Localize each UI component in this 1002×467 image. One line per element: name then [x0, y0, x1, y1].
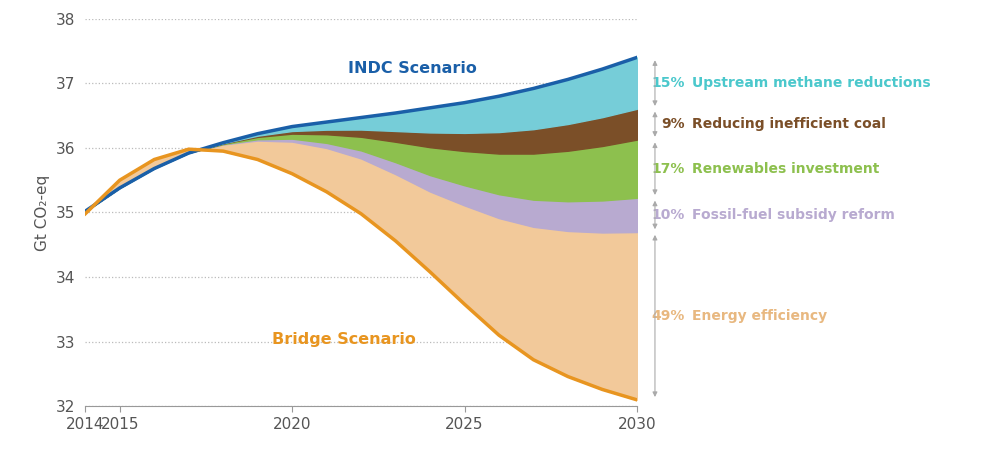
Text: 49%: 49%: [651, 309, 684, 323]
Text: Renewables investment: Renewables investment: [691, 162, 879, 176]
Text: INDC Scenario: INDC Scenario: [348, 61, 477, 76]
Text: 10%: 10%: [651, 208, 684, 222]
Text: 17%: 17%: [651, 162, 684, 176]
Text: Reducing inefficient coal: Reducing inefficient coal: [691, 117, 885, 131]
Text: Upstream methane reductions: Upstream methane reductions: [691, 76, 930, 90]
Text: 9%: 9%: [660, 117, 684, 131]
Text: 15%: 15%: [651, 76, 684, 90]
Text: Energy efficiency: Energy efficiency: [691, 309, 827, 323]
Text: Fossil-fuel subsidy reform: Fossil-fuel subsidy reform: [691, 208, 894, 222]
Text: Bridge Scenario: Bridge Scenario: [272, 332, 416, 347]
Y-axis label: Gt CO₂-eq: Gt CO₂-eq: [35, 174, 50, 251]
